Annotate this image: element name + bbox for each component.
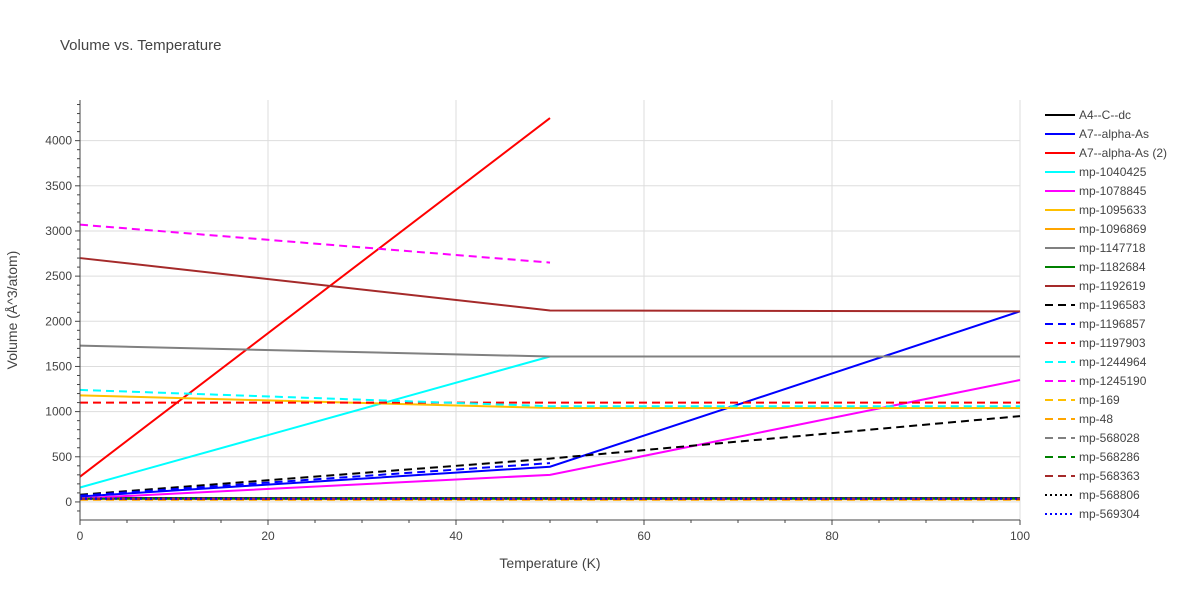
legend-label: mp-1096869 (1079, 222, 1147, 236)
legend-label: mp-1196857 (1079, 317, 1146, 331)
x-tick-label: 100 (1010, 529, 1030, 543)
legend-label: mp-569304 (1079, 507, 1140, 521)
x-axis-title: Temperature (K) (499, 555, 600, 571)
legend-label: A4--C--dc (1079, 108, 1131, 122)
series-line (79, 223, 551, 264)
series-lines (79, 117, 1021, 501)
legend-label: mp-568806 (1079, 488, 1140, 502)
series-line (79, 379, 1021, 500)
x-tick-label: 40 (449, 529, 463, 543)
legend-label: mp-568286 (1079, 450, 1140, 464)
y-tick-label: 3500 (45, 179, 72, 193)
legend-label: mp-1095633 (1079, 203, 1147, 217)
x-tick-label: 60 (637, 529, 651, 543)
legend-label: mp-169 (1079, 393, 1120, 407)
legend-label: mp-1078845 (1079, 184, 1147, 198)
series-line (79, 117, 551, 478)
y-tick-label: 2000 (45, 314, 72, 328)
y-tick-label: 1000 (45, 405, 72, 419)
chart-title: Volume vs. Temperature (60, 37, 221, 54)
legend: A4--C--dc A7--alpha-As A7--alpha-As (2) mp-… (1045, 108, 1167, 521)
y-tick-label: 0 (65, 495, 72, 509)
y-tick-label: 2500 (45, 269, 72, 283)
x-tick-label: 20 (261, 529, 275, 543)
y-tick-label: 4000 (45, 134, 72, 148)
series-line (79, 462, 551, 497)
legend-label: mp-1182684 (1079, 260, 1146, 274)
series-line (79, 344, 1020, 358)
series-line (79, 415, 1021, 496)
legend-label: mp-568363 (1079, 469, 1140, 483)
axes: 0 20 40 60 80 1000500100015002000250030003500… (45, 100, 1030, 543)
y-tick-label: 500 (52, 450, 72, 464)
legend-label: mp-568028 (1079, 431, 1140, 445)
legend-label: mp-1192619 (1079, 279, 1146, 293)
y-tick-label: 3000 (45, 224, 72, 238)
y-tick-label: 1500 (45, 359, 72, 373)
series-line (79, 388, 1020, 408)
legend-label: mp-1245190 (1079, 374, 1147, 388)
legend-label: mp-1196583 (1079, 298, 1146, 312)
series-line (79, 394, 1020, 409)
legend-label: mp-1040425 (1079, 165, 1147, 179)
series-line (79, 355, 551, 489)
series-line (79, 257, 1021, 313)
legend-label: mp-48 (1079, 412, 1113, 426)
y-axis-title: Volume (Å^3/atom) (4, 251, 20, 370)
legend-label: mp-1147718 (1079, 241, 1146, 255)
series-line (79, 310, 1021, 498)
x-tick-label: 80 (825, 529, 839, 543)
legend-label: mp-1197903 (1079, 336, 1146, 350)
legend-label: A7--alpha-As (1079, 127, 1149, 141)
x-tick-label: 0 (77, 529, 84, 543)
legend-label: mp-1244964 (1079, 355, 1147, 369)
legend-label: A7--alpha-As (2) (1079, 146, 1167, 160)
